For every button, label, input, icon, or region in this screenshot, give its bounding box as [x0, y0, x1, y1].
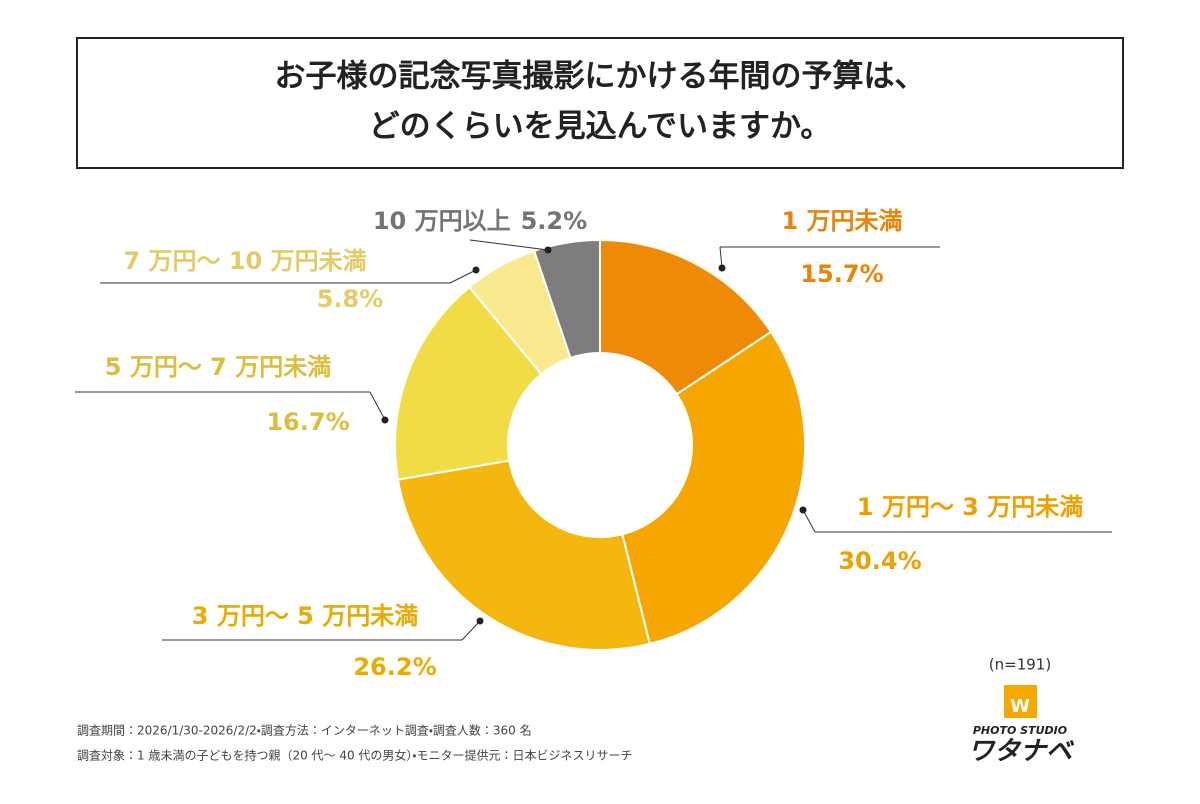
leader-line [449, 269, 477, 284]
value-label: 5.2% [521, 207, 588, 235]
leader-dot [544, 246, 552, 254]
title-box [76, 37, 1124, 169]
leader-line [461, 620, 481, 641]
donut-segment [599, 238, 773, 396]
donut-segment [394, 285, 543, 481]
value-label: 16.7% [266, 408, 349, 436]
category-label: 1 万円～ 3 万円未満 [857, 493, 1083, 521]
value-label: 5.8% [317, 285, 384, 313]
category-label: 1 万円未満 [781, 207, 902, 235]
category-label: 5 万円～ 7 万円未満 [105, 353, 331, 381]
donut-segment [396, 459, 651, 651]
leader-line [719, 246, 723, 269]
leader-dot [718, 264, 726, 272]
leader-dot [472, 266, 480, 274]
value-label: 15.7% [800, 260, 883, 288]
category-name: 10 万円以上 [373, 207, 511, 235]
value-label: 26.2% [353, 653, 436, 681]
logo: W PHOTO STUDIO ワタナベ [968, 685, 1075, 767]
category-label: 7 万円～ 10 万円未満 [123, 247, 366, 275]
logo-subtitle: PHOTO STUDIO [973, 724, 1067, 737]
chart-title: お子様の記念写真撮影にかける年間の予算は、 [275, 59, 926, 95]
leader-line [802, 509, 816, 533]
logo-name: ワタナベ [968, 737, 1075, 767]
leader-dot [799, 506, 807, 514]
category-label: 10 万円以上 5.2% [373, 207, 587, 235]
donut-segment [532, 238, 601, 360]
value-label: 30.4% [838, 547, 921, 575]
category-label: 3 万円～ 5 万円未満 [192, 602, 418, 630]
donut-segment [621, 330, 806, 646]
logo-icon [1004, 685, 1037, 718]
leader-line [369, 391, 386, 421]
leader-dot [381, 416, 389, 424]
leader-dot [476, 617, 484, 625]
footnote: 調査対象：1 歳未満の子どもを持つ親（20 代～ 40 代の男女）・モニター提供… [77, 748, 633, 763]
footnote: 調査期間：2026/1/30-2026/2/2・調査方法：インターネット調査・調… [77, 723, 532, 738]
leader-line [469, 239, 549, 251]
sample-note: (n=191) [989, 656, 1051, 674]
logo-icon-mark: W [1010, 696, 1030, 717]
chart-title: どのくらいを見込んでいますか。 [369, 109, 832, 145]
